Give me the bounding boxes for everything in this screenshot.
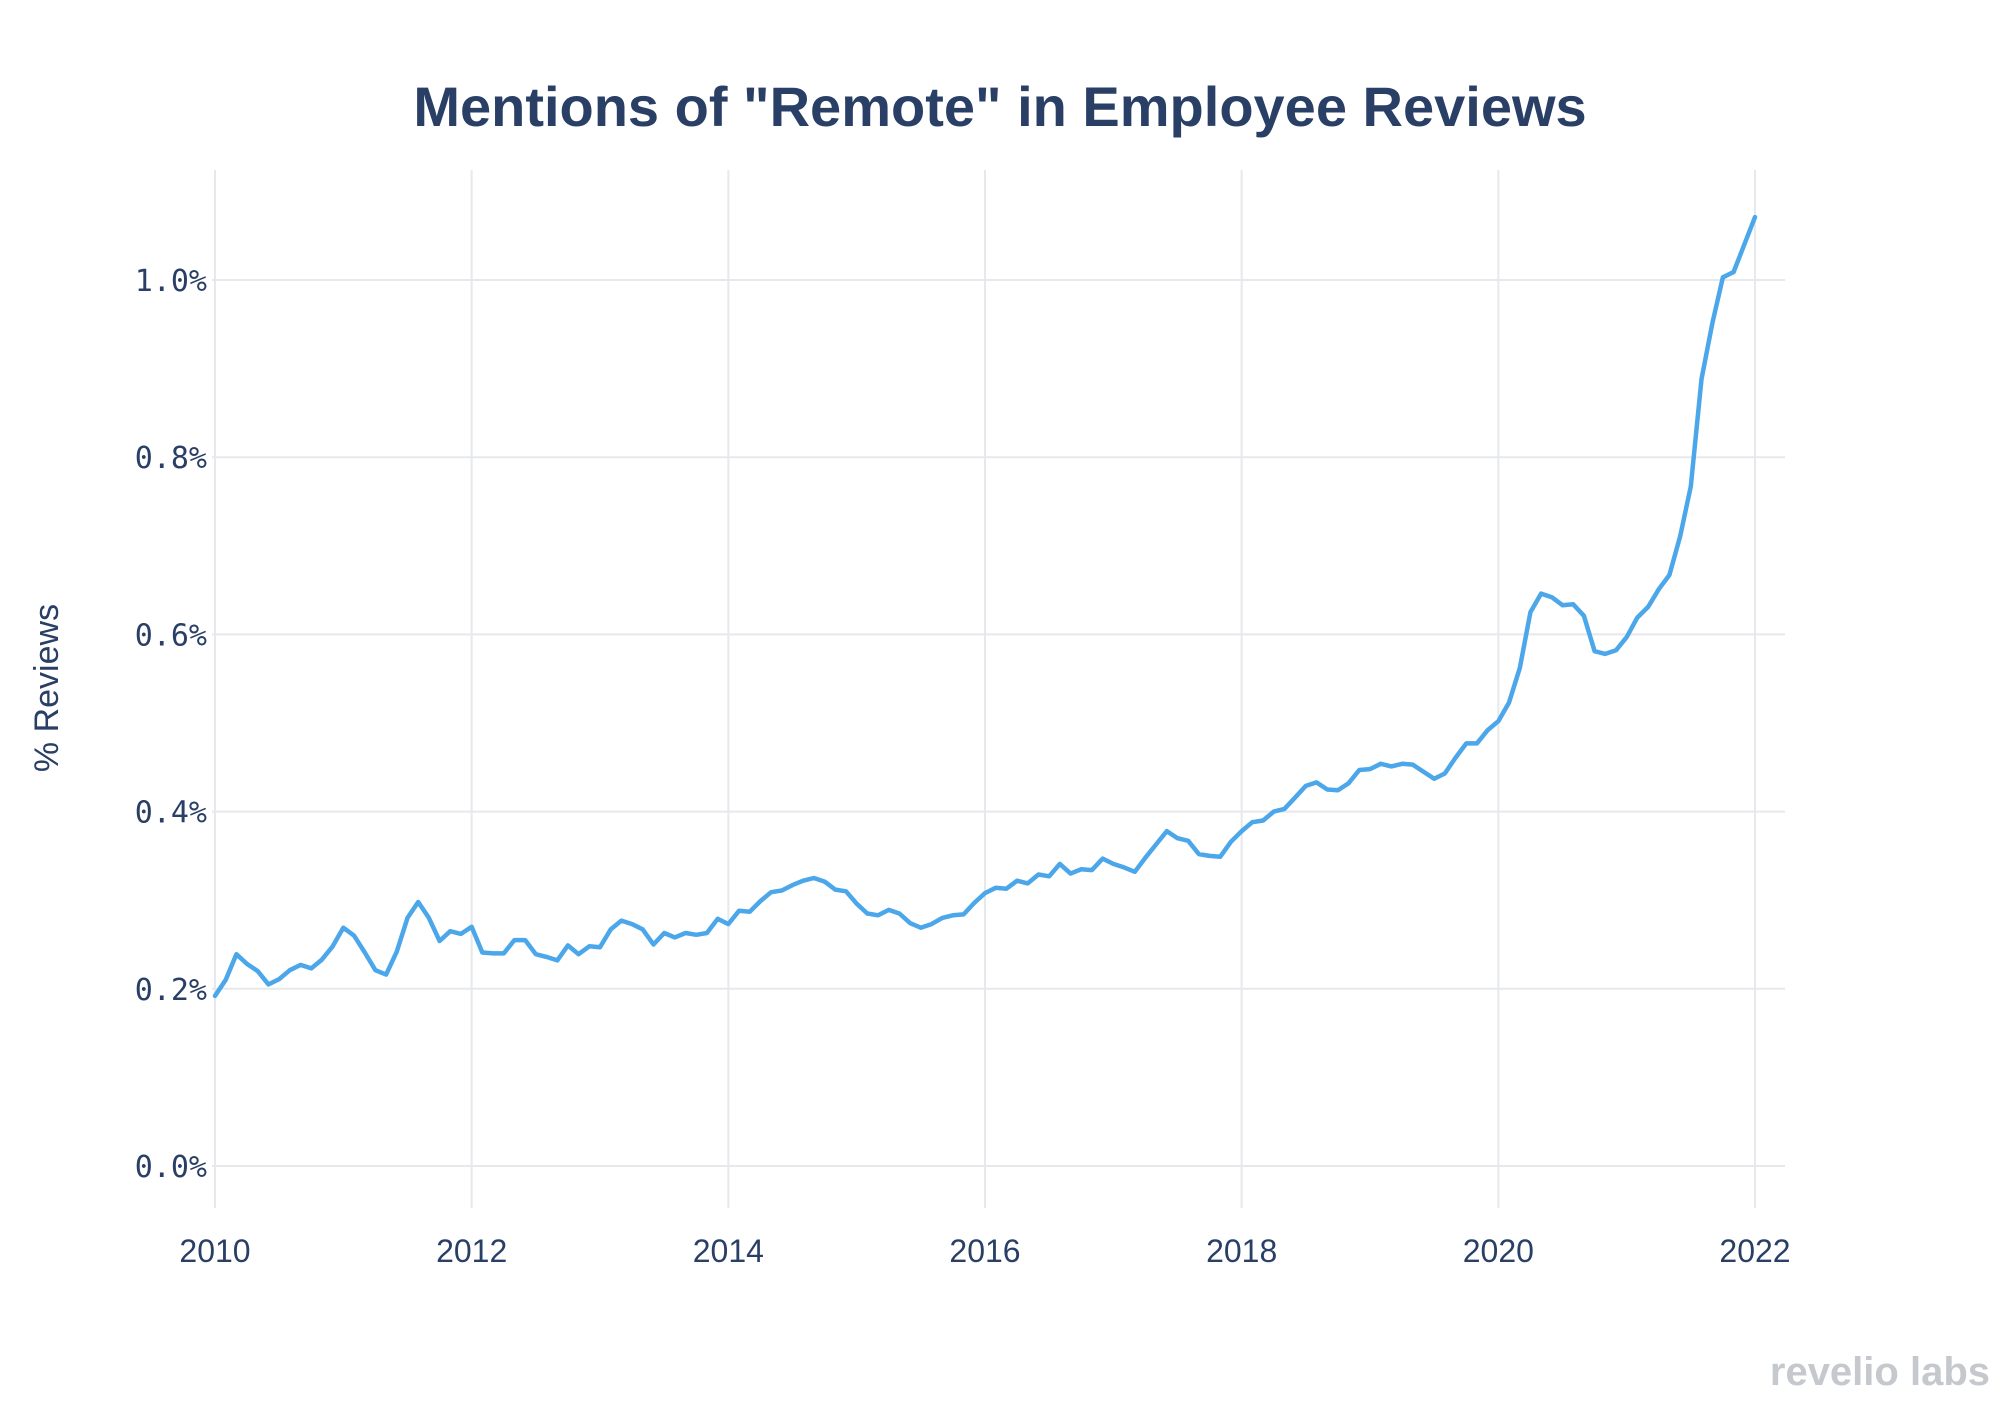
series-line-layer (212, 214, 1758, 999)
x-tick-label: 2018 (1206, 1233, 1277, 1269)
x-tick-label: 2012 (436, 1233, 507, 1269)
y-tick-label: 0.6% (135, 618, 207, 653)
brand-name: revelio labs (1770, 1350, 1990, 1394)
x-tick-label: 2020 (1463, 1233, 1534, 1269)
x-axis-ticks: 2010 2012 2014 2016 2018 2020 2022 (179, 1233, 1790, 1269)
y-tick-label: 1.0% (135, 264, 207, 299)
grid-lines (212, 170, 1785, 1208)
y-tick-label: 0.2% (135, 973, 207, 1008)
chart-title: Mentions of "Remote" in Employee Reviews (413, 75, 1586, 138)
y-axis-title: % Reviews (28, 604, 66, 772)
brand-logo: revelio labs (1770, 1350, 1990, 1394)
series-line (212, 214, 1758, 999)
x-tick-label: 2022 (1719, 1233, 1790, 1269)
y-tick-label: 0.4% (135, 796, 207, 831)
x-tick-label: 2016 (949, 1233, 1020, 1269)
x-tick-label: 2010 (179, 1233, 250, 1269)
x-tick-label: 2014 (693, 1233, 764, 1269)
y-tick-label: 0.8% (135, 441, 207, 476)
y-axis-ticks: 0.0% 0.2% 0.4% 0.6% 0.8% 1.0% (135, 264, 207, 1185)
y-tick-label: 0.0% (135, 1150, 207, 1185)
